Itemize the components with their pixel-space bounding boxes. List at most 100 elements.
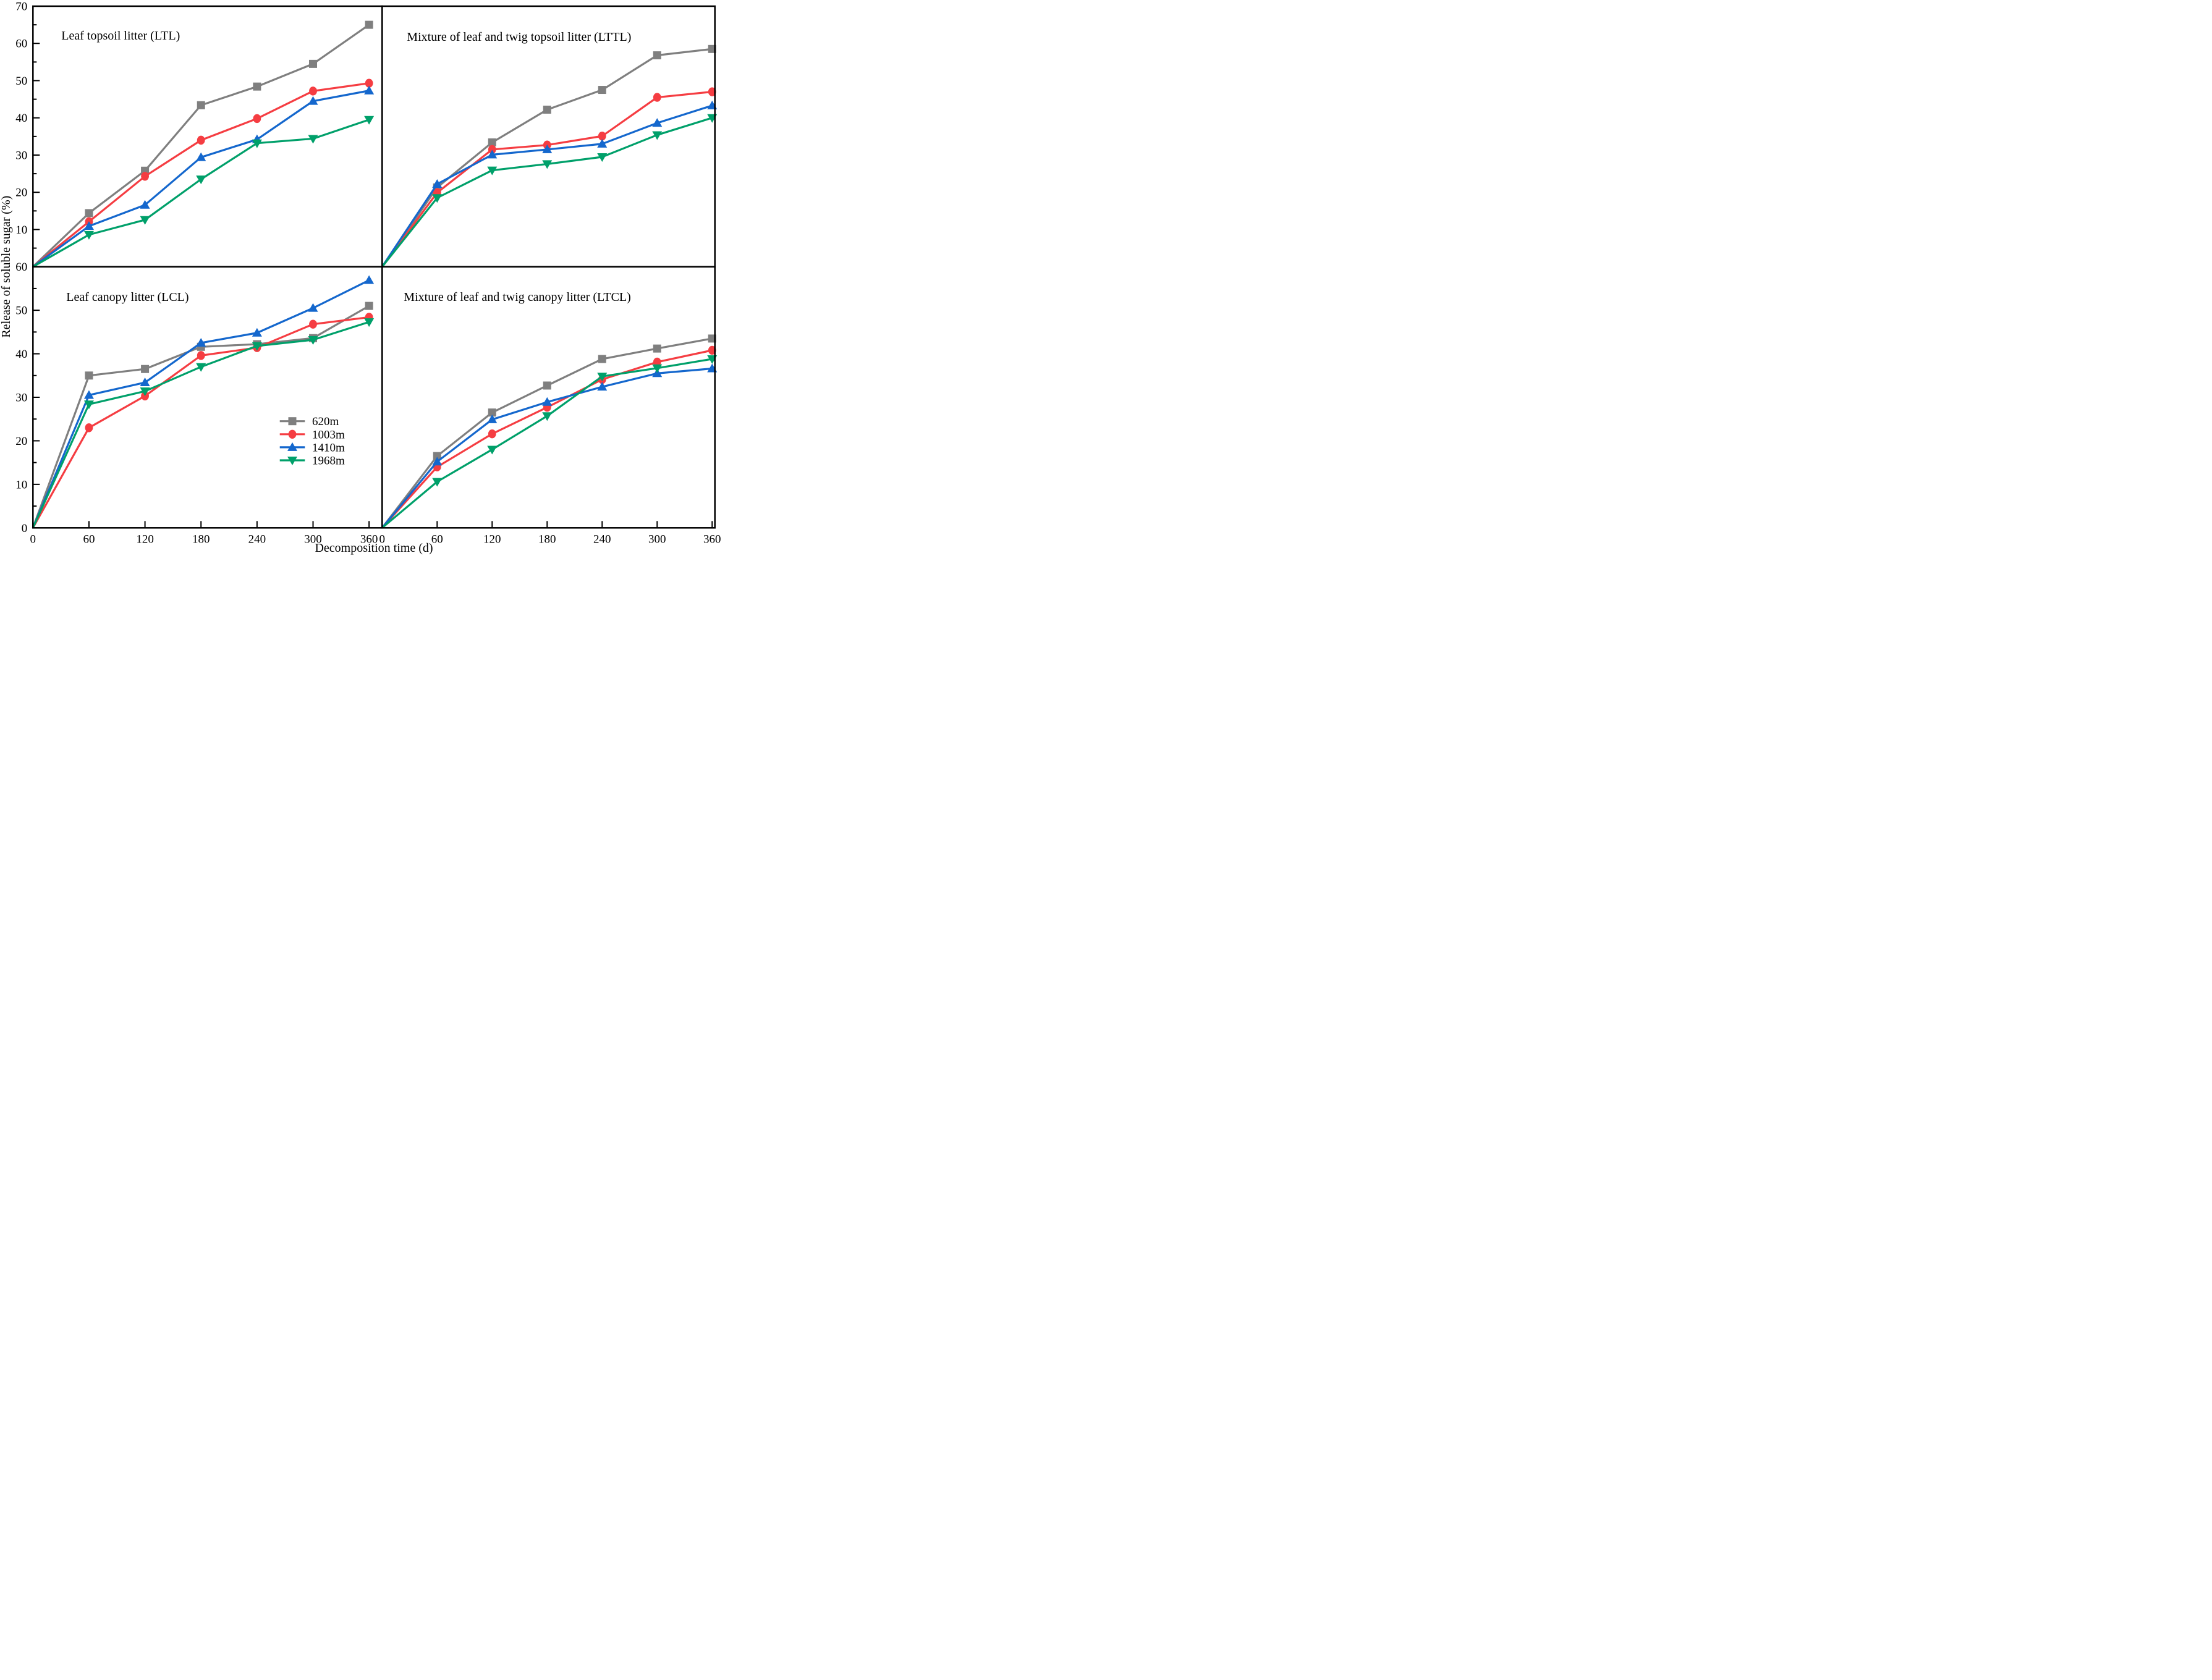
y-tick-label: 50 [15,75,27,88]
x-tick-label: 0 [379,533,386,546]
circle-marker-1003m [309,87,317,96]
triangle-up-marker-1410m [140,378,150,387]
triangle-down-marker-1968m [597,373,608,382]
y-tick-label: 60 [15,261,27,274]
square-marker-620m [598,355,606,363]
panel-frame [381,266,716,529]
series-line-1003m [381,349,713,529]
square-marker-620m [365,302,373,310]
x-tick-label: 120 [136,533,154,546]
triangle-down-marker-1968m [196,175,206,185]
circle-marker-1003m [488,145,496,154]
x-tick-label: 300 [304,533,322,546]
x-tick-label: 300 [648,533,666,546]
x-tick-label: 60 [83,533,95,546]
triangle-up-marker-1410m [432,457,443,466]
series-line-1003m [32,82,370,268]
square-marker-620m [85,371,93,380]
triangle-up-marker-1410m [597,138,608,148]
x-tick-label: 240 [593,533,611,546]
triangle-up-marker-1410m [308,96,318,105]
triangle-up-marker-1410m [196,337,206,347]
triangle-up-marker-1410m [252,327,262,337]
triangle-down-marker-1968m [364,318,375,327]
circle-marker-1003m [488,429,496,439]
panel-title-top-right: Mixture of leaf and twig topsoil litter … [407,30,631,44]
circle-marker-1003m [197,135,205,145]
panel-bottom-left: 0 10 20 30 40 50 60 0 60 120 180 240 300 360 Leaf cano… [15,261,383,546]
triangle-up-marker-1410m [308,303,318,312]
triangle-down-marker-1968m [432,478,443,487]
y-tick-label: 60 [15,38,27,51]
triangle-down-marker-1968m [432,194,443,203]
triangle-down-marker-1968m [597,153,608,162]
panel-frame [381,5,716,268]
series-line-620m [381,48,713,268]
circle-marker-1003m [309,319,317,329]
y-tick-label: 20 [15,187,27,200]
triangle-up-marker-1410m [364,275,375,284]
x-tick-label: 360 [360,533,378,546]
triangle-down-marker-1968m [196,363,206,372]
triangle-down-marker-1968m [308,336,318,345]
x-tick-label: 360 [703,533,721,546]
triangle-down-marker-1968m [252,342,262,351]
triangle-up-marker-1410m [196,152,206,161]
triangle-up-marker-1410m [487,150,498,159]
series-line-1410m [381,104,713,268]
square-marker-620m [197,101,205,109]
x-tick-label: 180 [538,533,556,546]
triangle-up-marker-1410m [432,179,443,188]
triangle-down-marker-1968m [652,364,663,373]
series-line-1003m [381,90,713,268]
triangle-down-marker-1968m [487,166,498,175]
square-marker-620m [543,105,551,114]
panel-top-right: Mixture of leaf and twig topsoil litter … [381,5,718,268]
triangle-down-marker-1968m [487,445,498,455]
x-tick-label: 0 [30,533,36,546]
y-tick-label: 20 [15,435,27,448]
panel-title-top-left: Leaf topsoil litter (LTL) [61,29,180,43]
x-tick-label: 120 [483,533,501,546]
panel-title-bottom-right: Mixture of leaf and twig canopy litter (… [404,290,631,304]
circle-marker-1003m [85,423,93,433]
triangle-down-marker-1968m [83,400,94,410]
triangle-down-marker-1968m [542,412,553,421]
square-marker-legend-620m [288,417,297,426]
triangle-down-marker-legend-1968m [287,457,297,465]
triangle-down-marker-1968m [364,116,375,125]
panel-bottom-right: 0 60 120 180 240 300 360 Mixture of leaf and tw… [379,266,721,546]
triangle-up-marker-1410m [597,382,608,391]
triangle-down-marker-1968m [308,135,318,144]
y-axis-title: Release of soluble sugar (%) [0,196,13,338]
y-tick-label: 40 [15,348,27,361]
triangle-down-marker-1968m [652,131,663,140]
x-axis-title: Decomposition time (d) [315,541,433,555]
y-tick-label: 0 [22,522,28,535]
square-marker-620m [253,82,261,91]
series-line-1410m [381,367,713,529]
triangle-up-marker-legend-1410m [287,442,297,451]
panel-top-left: 10 20 30 40 50 60 70 Leaf topsoil litter (LTL) [15,1,383,268]
triangle-up-marker-1410m [542,397,553,406]
circle-marker-legend-1003m [288,429,297,439]
y-tick-label: 10 [15,478,27,491]
y-tick-label: 10 [15,224,27,237]
chart-canvas: 10 20 30 40 50 60 70 Leaf topsoil litter (LTL) M… [0,1,721,555]
triangle-down-marker-1968m [140,216,150,225]
square-marker-620m [488,408,496,417]
panel-title-bottom-left: Leaf canopy litter (LCL) [66,290,189,304]
four-panel-line-chart-figure: 10 20 30 40 50 60 70 Leaf topsoil litter (LTL) M… [0,0,737,560]
y-tick-label: 50 [15,305,27,318]
square-marker-620m [653,51,661,60]
square-marker-620m [85,209,93,217]
triangle-down-marker-1968m [252,139,262,148]
circle-marker-1003m [197,351,205,360]
square-marker-620m [488,138,496,146]
y-tick-label: 40 [15,112,27,125]
series-line-1410m [32,279,370,528]
legend-label-1968m: 1968m [312,455,345,468]
triangle-down-marker-1968m [83,230,94,240]
legend-label-620m: 620m [312,415,339,428]
